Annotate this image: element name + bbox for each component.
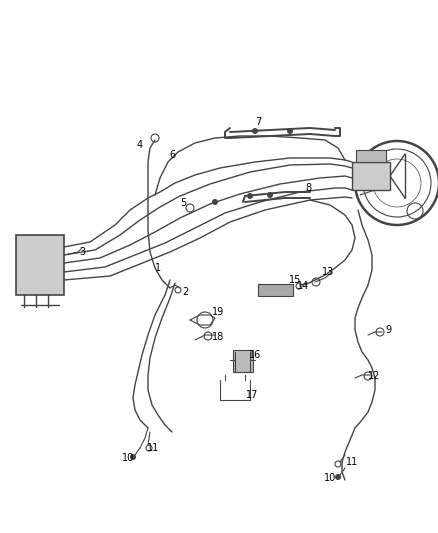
Text: 1: 1 (155, 263, 161, 273)
Text: 9: 9 (385, 325, 391, 335)
Text: 16: 16 (249, 350, 261, 360)
Text: 10: 10 (122, 453, 134, 463)
Circle shape (212, 199, 218, 205)
Text: 11: 11 (147, 443, 159, 453)
FancyBboxPatch shape (352, 162, 390, 190)
FancyBboxPatch shape (258, 284, 293, 296)
Circle shape (130, 454, 136, 460)
Circle shape (287, 128, 293, 134)
Text: 10: 10 (324, 473, 336, 483)
FancyBboxPatch shape (356, 150, 386, 162)
Text: 4: 4 (137, 140, 143, 150)
FancyBboxPatch shape (233, 350, 253, 372)
Text: 2: 2 (182, 287, 188, 297)
Text: 17: 17 (246, 390, 258, 400)
Text: 6: 6 (169, 150, 175, 160)
Circle shape (335, 474, 341, 480)
Text: 5: 5 (180, 198, 186, 208)
Circle shape (247, 193, 253, 199)
FancyBboxPatch shape (16, 235, 64, 295)
Text: 12: 12 (368, 371, 380, 381)
Text: 14: 14 (297, 281, 309, 291)
Text: 18: 18 (212, 332, 224, 342)
Text: 7: 7 (255, 117, 261, 127)
Circle shape (252, 128, 258, 134)
Text: 11: 11 (346, 457, 358, 467)
Text: 8: 8 (305, 183, 311, 193)
Text: 19: 19 (212, 307, 224, 317)
Text: 3: 3 (79, 247, 85, 257)
Circle shape (267, 192, 273, 198)
Text: 13: 13 (322, 267, 334, 277)
Text: 15: 15 (289, 275, 301, 285)
